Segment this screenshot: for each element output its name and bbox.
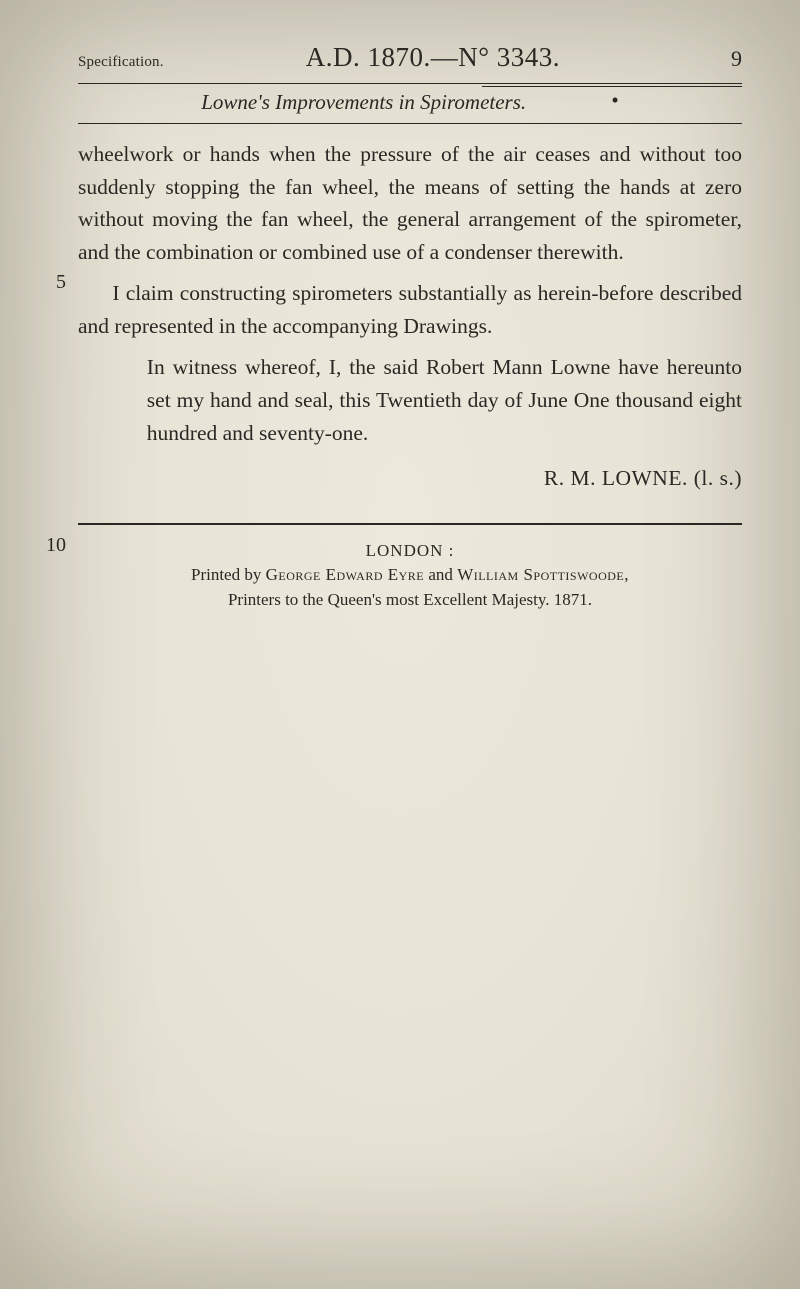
colophon-printer-2: William Spottiswoode, xyxy=(457,565,629,584)
colophon-printer-1: George Edward Eyre xyxy=(266,565,425,584)
colophon-line-1: Printed by George Edward Eyre and Willia… xyxy=(78,563,742,588)
subtitle-dot: • xyxy=(611,88,618,112)
paragraph-3: In witness whereof, I, the said Robert M… xyxy=(147,351,742,449)
page-number: 9 xyxy=(702,46,742,72)
subtitle-rule xyxy=(78,123,742,124)
header-rule xyxy=(78,83,742,84)
colophon-mid: and xyxy=(424,565,457,584)
subtitle-wrap: Lowne's Improvements in Spirometers. • xyxy=(78,86,742,121)
section-rule xyxy=(78,523,742,525)
subtitle-text: Lowne's Improvements in Spirometers. xyxy=(201,90,526,114)
page-header: Specification. A.D. 1870.—N° 3343. 9 xyxy=(78,42,742,73)
paragraph-1: wheelwork or hands when the pressure of … xyxy=(78,138,742,269)
paragraph-2: I claim constructing spirometers substan… xyxy=(78,277,742,342)
page-root: Specification. A.D. 1870.—N° 3343. 9 Low… xyxy=(0,0,800,1289)
colophon-city: LONDON : xyxy=(78,539,742,564)
signature-line: R. M. LOWNE. (l. s.) xyxy=(78,462,742,495)
colophon-line-2: Printers to the Queen's most Excellent M… xyxy=(78,588,742,613)
colophon: LONDON : Printed by George Edward Eyre a… xyxy=(78,539,742,613)
subtitle-overline xyxy=(482,86,742,87)
body-text: 5 10 wheelwork or hands when the pressur… xyxy=(78,138,742,495)
signature-text: R. M. LOWNE. (l. s.) xyxy=(544,466,742,490)
margin-line-number-10: 10 xyxy=(34,530,66,560)
colophon-pre: Printed by xyxy=(191,565,266,584)
margin-line-number-5: 5 xyxy=(34,267,66,297)
document-title: A.D. 1870.—N° 3343. xyxy=(164,42,702,73)
specification-label: Specification. xyxy=(78,54,164,71)
subtitle: Lowne's Improvements in Spirometers. • xyxy=(78,90,742,115)
